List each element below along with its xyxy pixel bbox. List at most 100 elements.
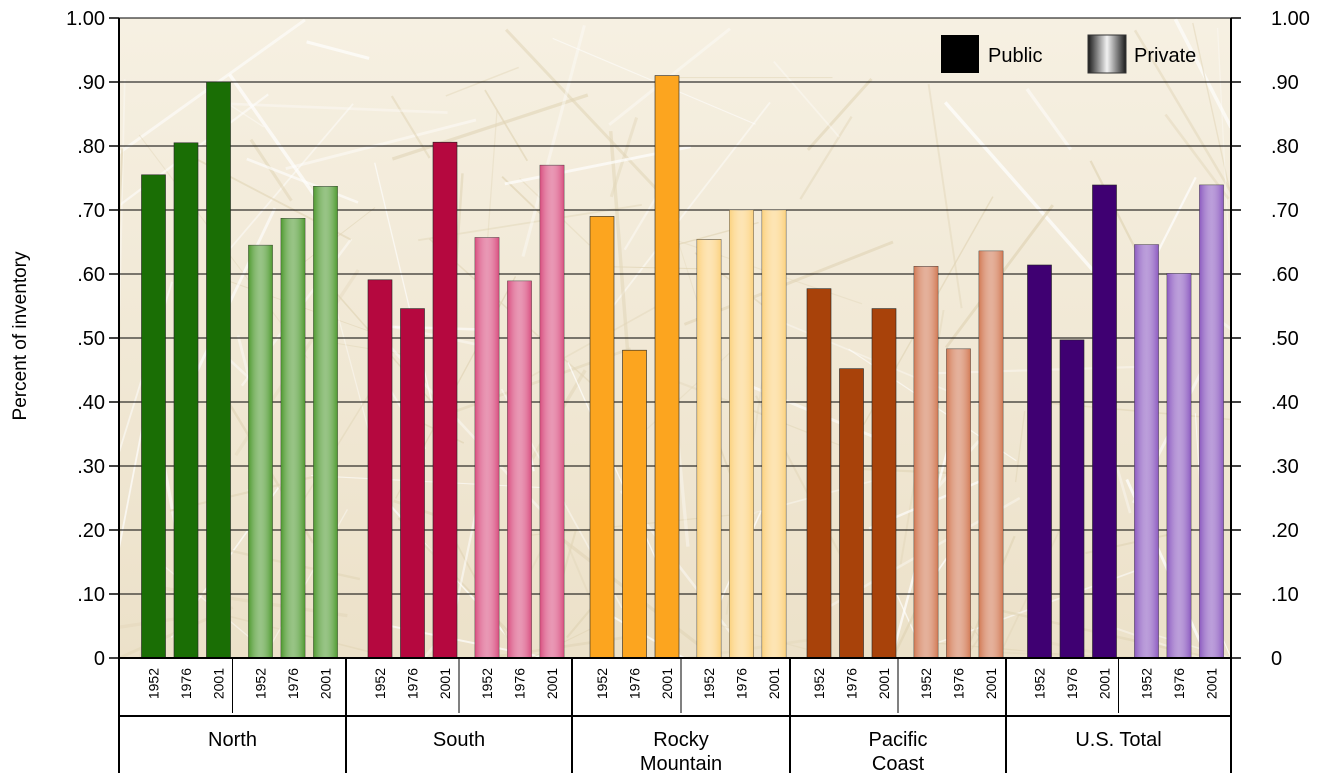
bar-shine-north-1952 — [248, 245, 273, 658]
y-tick-label-right: .30 — [1271, 456, 1299, 478]
y-tick-label-left: .80 — [77, 136, 105, 158]
legend-label-private: Private — [1134, 45, 1196, 67]
texture-stroke — [943, 101, 1098, 276]
x-year-label: 1976 — [844, 668, 860, 699]
y-tick-label-right: .10 — [1271, 584, 1299, 606]
texture-stroke — [567, 362, 668, 585]
bar-u-s-total-public-1976 — [1059, 339, 1085, 659]
x-year-label: 1952 — [811, 668, 827, 699]
x-year-label: 1952 — [146, 668, 162, 699]
bars — [141, 75, 1224, 659]
x-year-label: 2001 — [983, 668, 999, 699]
x-year-label: 2001 — [766, 668, 782, 699]
bar-shine-south-2001 — [540, 165, 564, 658]
x-year-label: 1952 — [1139, 668, 1155, 699]
x-axis-labels: 1952 1976 2001 1952 1976 2001 North 1952 1976 200… — [118, 658, 1232, 773]
texture-stroke — [552, 37, 756, 125]
bar-shine-pacific-coast-1976 — [946, 348, 971, 658]
region-label-south: South — [433, 729, 485, 751]
y-tick-label-right: .90 — [1271, 72, 1299, 94]
texture-stroke — [773, 61, 840, 138]
bar-shine-pacific-coast-1952 — [914, 266, 938, 658]
texture-stroke — [927, 83, 963, 309]
bar-shine-u-s-total-2001 — [1199, 185, 1224, 658]
x-year-label: 1976 — [405, 668, 421, 699]
y-tick-label-left: .20 — [77, 520, 105, 542]
x-year-label: 1952 — [372, 668, 388, 699]
axes: 0 0 .10 .10 .20 .20 .30 .30 .40 .40 .50 .50 .60 .60 .7… — [66, 8, 1310, 670]
bar-south-public-1952 — [367, 279, 393, 659]
texture-stroke — [521, 25, 586, 257]
texture-stroke — [799, 115, 853, 200]
x-year-label: 1976 — [951, 668, 967, 699]
y-tick-label-right: .60 — [1271, 264, 1299, 286]
bar-north-public-1976 — [173, 142, 199, 659]
texture-stroke — [1192, 22, 1232, 197]
region-label-pacific-coast: Coast — [872, 753, 925, 773]
bar-shine-pacific-coast-2001 — [979, 251, 1003, 658]
x-year-label: 1976 — [1171, 668, 1187, 699]
bar-shine-rocky-mountain-1952 — [697, 239, 721, 658]
region-label-north: North — [208, 729, 257, 751]
texture-stroke — [484, 89, 529, 162]
texture-stroke — [306, 40, 370, 60]
x-year-label: 2001 — [318, 668, 334, 699]
x-year-label: 2001 — [1097, 668, 1113, 699]
texture-stroke — [505, 28, 679, 213]
x-year-label: 1976 — [512, 668, 528, 699]
y-tick-label-left: .50 — [77, 328, 105, 350]
y-tick-label-right: .80 — [1271, 136, 1299, 158]
bar-shine-u-s-total-1976 — [1167, 273, 1191, 658]
bar-rocky-mountain-public-2001 — [654, 75, 680, 659]
texture-stroke — [246, 157, 359, 204]
y-axis-title: Percent of inventory — [10, 251, 31, 420]
bar-rocky-mountain-public-1976 — [622, 349, 647, 659]
bar-shine-north-1976 — [281, 218, 305, 659]
texture-stroke — [223, 102, 448, 114]
bar-shine-rocky-mountain-2001 — [762, 210, 786, 658]
x-year-label: 2001 — [876, 668, 892, 699]
y-tick-label-left: .30 — [77, 456, 105, 478]
bar-north-public-1952 — [141, 174, 166, 659]
bar-south-public-1976 — [400, 308, 425, 659]
y-tick-label-left: .60 — [77, 264, 105, 286]
bar-shine-rocky-mountain-1976 — [729, 210, 754, 658]
bar-pacific-coast-public-1976 — [839, 368, 864, 659]
x-year-label: 1952 — [479, 668, 495, 699]
texture-stroke — [249, 138, 293, 202]
texture-stroke — [390, 95, 431, 159]
bar-north-public-2001 — [206, 81, 231, 659]
bar-south-public-2001 — [432, 141, 458, 659]
texture-stroke — [285, 118, 477, 170]
texture-stroke — [1014, 411, 1026, 483]
bar-pacific-coast-public-2001 — [871, 308, 897, 659]
y-tick-label-right: .50 — [1271, 328, 1299, 350]
y-tick-label-left: .90 — [77, 72, 105, 94]
texture-stroke — [806, 77, 873, 151]
texture-stroke — [1217, 27, 1232, 291]
x-year-label: 1952 — [594, 668, 610, 699]
y-tick-label-right: .20 — [1271, 520, 1299, 542]
bar-shine-south-1976 — [507, 281, 532, 658]
x-year-label: 1952 — [1032, 668, 1048, 699]
y-tick-label-right: .70 — [1271, 200, 1299, 222]
y-tick-label-right: .40 — [1271, 392, 1299, 414]
legend-swatch-public — [941, 35, 979, 73]
legend-swatch-private — [1087, 34, 1127, 74]
x-year-label: 1952 — [701, 668, 717, 699]
texture-stroke — [311, 475, 546, 489]
x-year-label: 2001 — [437, 668, 453, 699]
texture-stroke — [1025, 88, 1073, 151]
y-tick-label-right: 1.00 — [1271, 8, 1310, 30]
x-year-label: 1976 — [734, 668, 750, 699]
legend: Public Private — [941, 34, 1196, 74]
bar-pacific-coast-public-1952 — [806, 288, 832, 659]
x-year-label: 1976 — [1064, 668, 1080, 699]
x-year-label: 2001 — [211, 668, 227, 699]
region-label-rocky-mountain: Mountain — [640, 753, 722, 773]
bar-u-s-total-public-2001 — [1092, 184, 1117, 659]
texture-stroke — [608, 130, 630, 351]
x-year-label: 2001 — [1204, 668, 1220, 699]
bar-shine-u-s-total-1952 — [1134, 244, 1159, 658]
region-label-pacific-coast: Pacific — [869, 729, 928, 751]
